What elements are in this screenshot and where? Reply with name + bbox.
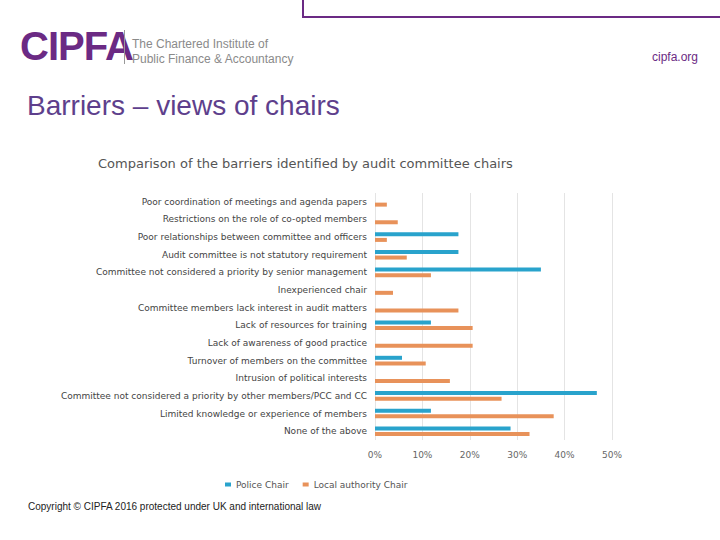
html-text:Barriers – views of chairs: Barriers – views of chairs: [27, 90, 340, 121]
svg-text:Committee members lack interes: Committee members lack interest in audit…: [138, 303, 367, 313]
html-text:The Chartered Institute of: The Chartered Institute of: [132, 37, 269, 51]
svg-text:Comparison of the barriers ide: Comparison of the barriers identified by…: [98, 156, 513, 171]
svg-text:Restrictions on the role of co: Restrictions on the role of co-opted mem…: [163, 214, 368, 224]
svg-text:Audit committee is not statuto: Audit committee is not statutory require…: [162, 250, 367, 260]
svg-text:10%: 10%: [412, 450, 432, 460]
svg-text:Lack of resources for training: Lack of resources for training: [235, 320, 367, 330]
html-text:CIPFA: CIPFA: [20, 24, 133, 68]
svg-text:40%: 40%: [555, 450, 575, 460]
svg-text:Limited knowledge or experienc: Limited knowledge or experience of membe…: [160, 409, 367, 419]
svg-text:Police Chair: Police Chair: [236, 480, 289, 490]
svg-text:Committee not considered a pri: Committee not considered a priority by o…: [61, 391, 367, 401]
svg-text:30%: 30%: [507, 450, 527, 460]
svg-text:Poor relationships between com: Poor relationships between committee and…: [138, 232, 368, 242]
html-text:cipfa.org: cipfa.org: [652, 50, 698, 64]
html-text:Public Finance & Accountancy: Public Finance & Accountancy: [132, 52, 294, 66]
svg-text:50%: 50%: [602, 450, 622, 460]
svg-text:20%: 20%: [460, 450, 480, 460]
svg-text:Intrusion of political interes: Intrusion of political interests: [236, 373, 368, 383]
svg-text:Inexperienced chair: Inexperienced chair: [278, 285, 367, 295]
svg-text:Turnover of members on the com: Turnover of members on the committee: [187, 356, 368, 366]
svg-text:Lack of awareness of good prac: Lack of awareness of good practice: [208, 338, 368, 348]
svg-text:Poor coordination of meetings: Poor coordination of meetings and agenda…: [142, 197, 368, 207]
svg-text:None of the above: None of the above: [284, 426, 368, 436]
html-text:Copyright © CIPFA 2016 protect: Copyright © CIPFA 2016 protected under U…: [28, 501, 322, 512]
svg-text:0%: 0%: [368, 450, 383, 460]
svg-text:Committee not considered a pri: Committee not considered a priority by s…: [96, 267, 367, 277]
svg-text:Local authority Chair: Local authority Chair: [314, 480, 408, 490]
